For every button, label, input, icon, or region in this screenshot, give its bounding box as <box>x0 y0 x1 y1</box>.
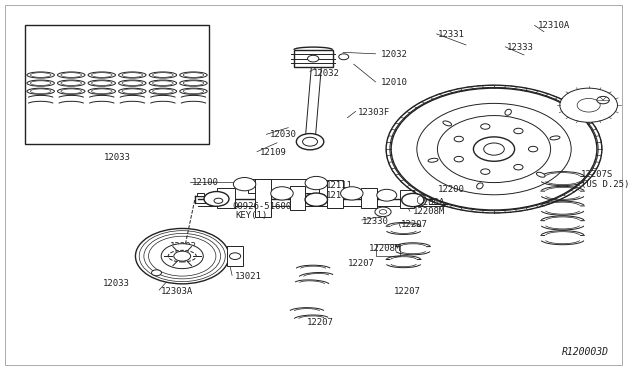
Circle shape <box>204 192 229 206</box>
Text: 12208M: 12208M <box>369 244 401 253</box>
Circle shape <box>305 193 328 206</box>
Ellipse shape <box>149 80 177 86</box>
Text: 12032: 12032 <box>313 69 340 78</box>
Circle shape <box>339 54 349 60</box>
Ellipse shape <box>88 88 115 94</box>
Bar <box>255 179 271 217</box>
Circle shape <box>305 176 328 190</box>
Text: 12303F: 12303F <box>358 108 390 117</box>
Circle shape <box>230 253 241 260</box>
Circle shape <box>161 244 204 269</box>
Text: 12111: 12111 <box>326 182 353 190</box>
Text: 12109: 12109 <box>260 148 287 157</box>
Text: 12111: 12111 <box>326 191 353 200</box>
Circle shape <box>375 207 391 217</box>
Circle shape <box>597 96 609 104</box>
Text: 12207: 12207 <box>307 318 334 327</box>
Text: 13021: 13021 <box>236 272 262 281</box>
Ellipse shape <box>180 80 207 86</box>
Bar <box>290 186 305 210</box>
Text: R120003D: R120003D <box>563 347 609 357</box>
Text: 12310A: 12310A <box>538 21 570 30</box>
Circle shape <box>340 187 363 200</box>
Text: 12033: 12033 <box>104 153 131 162</box>
Circle shape <box>481 169 490 174</box>
Text: 12303A: 12303A <box>161 287 193 296</box>
Text: 12200A: 12200A <box>413 198 445 207</box>
Text: 12303: 12303 <box>170 243 196 251</box>
Circle shape <box>136 228 229 284</box>
Bar <box>25 25 209 144</box>
Text: 12032: 12032 <box>381 51 408 60</box>
Ellipse shape <box>505 109 511 115</box>
Bar <box>376 244 401 256</box>
Ellipse shape <box>118 88 146 94</box>
Bar <box>294 50 333 67</box>
Circle shape <box>308 55 319 62</box>
Text: 12207S: 12207S <box>581 170 614 179</box>
Bar <box>217 188 235 208</box>
Ellipse shape <box>428 158 438 162</box>
Circle shape <box>481 124 490 129</box>
Text: 12208M: 12208M <box>413 207 445 217</box>
Circle shape <box>234 177 256 191</box>
Text: 12333: 12333 <box>506 43 533 52</box>
Text: 12207: 12207 <box>348 259 374 268</box>
Text: (US D.25): (US D.25) <box>581 180 630 189</box>
Circle shape <box>391 88 597 210</box>
Ellipse shape <box>118 80 146 86</box>
Text: 12033: 12033 <box>103 279 130 288</box>
Circle shape <box>454 156 463 162</box>
Bar <box>327 180 343 208</box>
Circle shape <box>484 143 504 155</box>
Circle shape <box>152 270 161 276</box>
Circle shape <box>402 193 424 207</box>
Ellipse shape <box>27 80 54 86</box>
Text: 12207: 12207 <box>394 287 421 296</box>
Ellipse shape <box>180 72 207 78</box>
Circle shape <box>377 189 397 201</box>
Bar <box>196 193 204 196</box>
Circle shape <box>296 134 324 150</box>
Circle shape <box>514 164 523 170</box>
Ellipse shape <box>536 172 545 177</box>
Bar <box>248 179 319 193</box>
Ellipse shape <box>149 72 177 78</box>
Ellipse shape <box>88 72 115 78</box>
Ellipse shape <box>477 183 483 189</box>
Bar <box>400 190 413 208</box>
Text: 12100: 12100 <box>191 178 218 187</box>
Ellipse shape <box>88 80 115 86</box>
Circle shape <box>174 251 191 261</box>
Ellipse shape <box>58 80 85 86</box>
Ellipse shape <box>27 72 54 78</box>
Circle shape <box>514 128 523 134</box>
Circle shape <box>271 187 293 200</box>
Bar <box>362 188 377 208</box>
Bar <box>227 247 243 266</box>
Text: KEY(1): KEY(1) <box>236 211 268 220</box>
Text: 12330: 12330 <box>362 217 388 225</box>
Text: 12207: 12207 <box>401 220 428 229</box>
Ellipse shape <box>58 72 85 78</box>
Text: 12200: 12200 <box>438 185 465 194</box>
Text: 12030: 12030 <box>269 130 296 139</box>
Ellipse shape <box>550 136 560 140</box>
Circle shape <box>474 137 515 161</box>
Ellipse shape <box>118 72 146 78</box>
Circle shape <box>560 88 618 122</box>
Text: 00926-51600: 00926-51600 <box>232 202 291 211</box>
Circle shape <box>529 146 538 152</box>
Ellipse shape <box>149 88 177 94</box>
Circle shape <box>214 198 223 203</box>
Ellipse shape <box>58 88 85 94</box>
Ellipse shape <box>415 194 426 206</box>
Ellipse shape <box>180 88 207 94</box>
Text: 12010: 12010 <box>381 78 408 87</box>
Ellipse shape <box>443 121 452 126</box>
Circle shape <box>454 136 463 142</box>
Ellipse shape <box>27 88 54 94</box>
Text: 12331: 12331 <box>438 30 465 39</box>
